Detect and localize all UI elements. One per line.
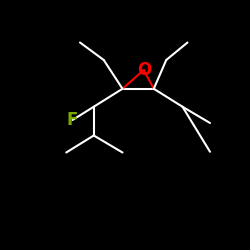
Text: O: O xyxy=(136,61,151,79)
Text: F: F xyxy=(67,111,78,129)
